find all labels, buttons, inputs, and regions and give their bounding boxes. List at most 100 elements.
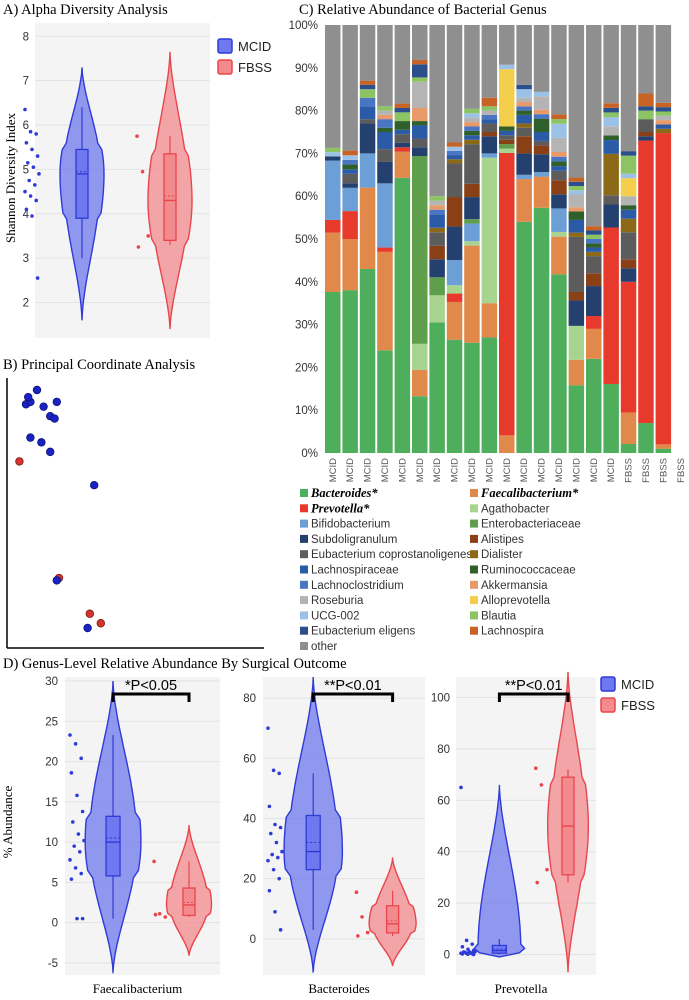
bar-segment-dialister [655, 128, 672, 134]
point-mcid [69, 771, 74, 775]
legend-d-fbss-swatch [600, 697, 616, 713]
legend-mcid-swatch [217, 38, 233, 54]
point-fbss [152, 859, 156, 864]
bar-segment-other [620, 25, 637, 152]
bar-segment-lachnospiraceae [377, 132, 393, 150]
bar-segment-alistipes [586, 273, 602, 287]
bar-segment-eubacterium-eligens [638, 106, 654, 111]
point-mcid [28, 194, 33, 198]
pcoa-point-mcid [89, 481, 99, 490]
pcoa-point-fbss [96, 619, 105, 628]
significance-bracket [311, 692, 395, 702]
point-mcid [271, 768, 276, 773]
bar-segment-eubacterium-eligens [620, 151, 637, 156]
point-fbss [535, 880, 539, 885]
bar-segment-bacteroides- [603, 383, 619, 453]
y-tick-label: 0 [52, 918, 58, 930]
bar-segment-akkermansia [516, 102, 532, 107]
point-mcid [75, 916, 79, 921]
panel-d-y-axis-label: % Abundance [0, 785, 15, 858]
point-mcid [33, 183, 37, 187]
bar-segment-subdoligranulum [429, 259, 445, 278]
panel-c-stacked-bars [325, 25, 672, 453]
bar-segment-eubacterium-eligens [655, 107, 672, 112]
bar-segment-bacteroides- [325, 291, 341, 453]
legend-label: Eubacterium eligens [311, 626, 415, 638]
point-fbss [354, 890, 359, 895]
point-mcid [267, 888, 272, 893]
bar-segment-ucg-002 [342, 155, 358, 160]
bar-segment-ruminococcaceae [499, 126, 515, 131]
point-fbss [356, 934, 360, 938]
bar-segment-lachnospiraceae [499, 130, 515, 136]
bar-segment-bifidobacterium [551, 208, 567, 232]
bar-segment-eubacterium-coprostanoligenes [586, 256, 602, 274]
pcoa-point-mcid [52, 576, 61, 585]
point-mcid [267, 804, 272, 809]
significance-bracket [111, 692, 191, 702]
x-category-label: MCID [571, 458, 582, 482]
x-category-label: MCID [415, 458, 426, 482]
panel-a-title: A) Alpha Diversity Analysis [3, 2, 168, 18]
bar-segment-lachnoclostridium [481, 114, 498, 120]
bar-segment-blautia [394, 112, 411, 122]
bar-segment-faecalibacterium- [377, 251, 393, 351]
bar-segment-other [325, 25, 341, 148]
bar-segment-dialister [464, 139, 480, 145]
bar-segment-alloprevotella [499, 69, 515, 127]
bar-segment-agathobacter [429, 295, 445, 323]
x-category-label: MCID [467, 458, 478, 482]
bar-segment-ruminococcaceae [342, 164, 358, 170]
bar-segment-ruminococcaceae [586, 243, 602, 248]
point-mcid [79, 871, 83, 876]
y-tick-label: 40 [437, 847, 450, 859]
bar-segment-roseburia [464, 117, 480, 123]
legend-label: Alistipes [481, 534, 524, 546]
legend-swatch [470, 519, 478, 528]
bar-segment-alloprevotella [620, 178, 637, 197]
bar-segment-faecalibacterium- [481, 303, 498, 338]
point-mcid [68, 733, 72, 737]
bar-segment-dialister [446, 159, 463, 164]
bar-segment-alistipes [533, 145, 550, 155]
bar-segment-prevotella- [499, 152, 515, 436]
pcoa-point-mcid [52, 397, 61, 407]
bar-segment-bacteroides- [655, 448, 672, 453]
bar-segment-lachnospiraceae [568, 219, 585, 233]
y-tick-label: 20% [295, 362, 318, 374]
bar-segment-other [655, 25, 672, 103]
x-category-label: FBSS [624, 458, 635, 483]
legend-swatch [300, 519, 308, 528]
bar-segment-agathobacter [481, 157, 498, 304]
y-tick-label: 5 [52, 877, 58, 889]
point-fbss [534, 766, 538, 770]
y-tick-label: 20 [45, 757, 58, 769]
panel-b-points [15, 385, 105, 633]
bar-segment-ruminococcaceae [516, 110, 532, 115]
bar-segment-ruminococcaceae [603, 135, 619, 141]
legend-swatch [470, 550, 478, 559]
x-category-label: MCID [502, 458, 513, 482]
bar-segment-eubacterium-coprostanoligenes [464, 144, 480, 184]
box-fbss [182, 887, 196, 917]
bar-segment-bifidobacterium [464, 223, 480, 242]
bar-segment-faecalibacterium- [464, 245, 480, 343]
pcoa-point-mcid [46, 447, 55, 457]
bar-segment-agathobacter [499, 148, 515, 153]
pcoa-point-fbss [85, 609, 94, 618]
panel-b-pcoa [6, 378, 264, 649]
legend-label: Alloprevotella [481, 595, 551, 607]
y-tick-label: 0 [250, 934, 256, 946]
legend-swatch [300, 611, 308, 620]
point-fbss [157, 911, 162, 916]
bar-segment-lachnospiraceae [464, 135, 480, 140]
bar-segment-other [516, 25, 532, 85]
point-mcid [23, 189, 27, 194]
bar-segment-lachnospira [638, 93, 654, 107]
point-mcid [23, 107, 27, 112]
bar-segment-bacteroides- [568, 385, 585, 453]
point-mcid [35, 276, 40, 280]
x-axis-label: Bacteroides [308, 981, 369, 996]
point-mcid [73, 742, 78, 746]
bar-segment-dialister [586, 251, 602, 257]
